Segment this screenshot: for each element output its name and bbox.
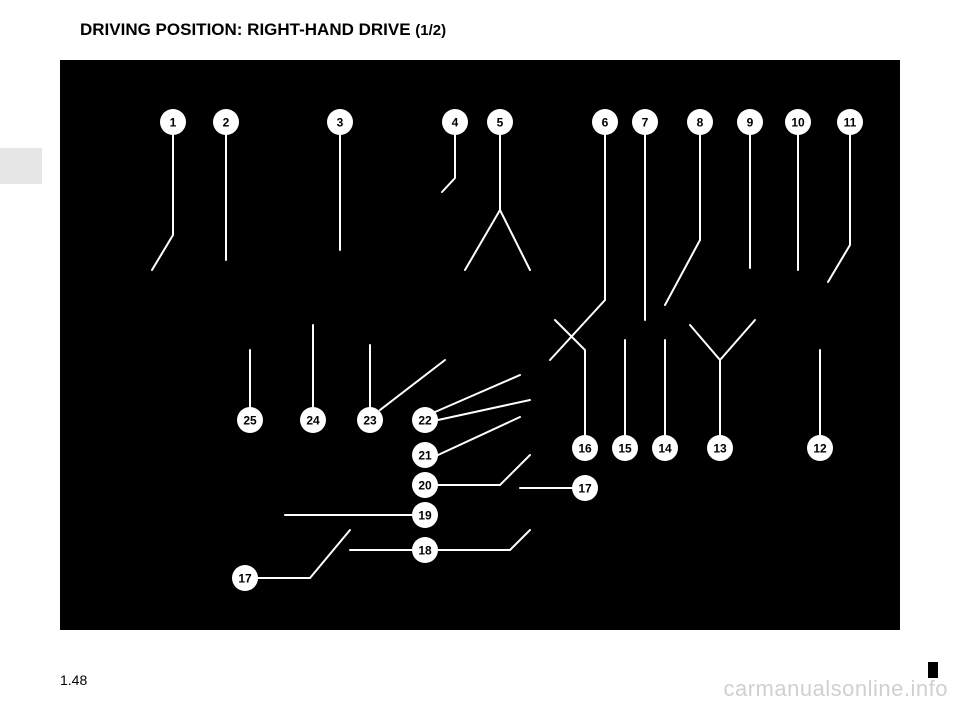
callout-line: [380, 360, 445, 410]
callout-number: 5: [497, 116, 504, 130]
watermark: carmanualsonline.info: [723, 676, 948, 702]
callout-number: 2: [223, 116, 230, 130]
page-number: 1.48: [60, 672, 87, 688]
callout-number: 15: [618, 442, 632, 456]
callout-number: 7: [642, 116, 649, 130]
callout-line: [465, 134, 500, 270]
callout-number: 23: [363, 414, 377, 428]
callout-number: 11: [844, 116, 857, 130]
callout-line: [435, 375, 520, 412]
callout-line: [442, 134, 455, 192]
callout-number: 21: [418, 449, 432, 463]
callout-number: 6: [602, 116, 609, 130]
callout-number: 8: [697, 116, 704, 130]
page: DRIVING POSITION: RIGHT-HAND DRIVE (1/2)…: [0, 0, 960, 710]
callout-number: 13: [713, 442, 727, 456]
callout-number: 17: [238, 572, 252, 586]
callout-number: 14: [658, 442, 672, 456]
callout-number: 12: [813, 442, 827, 456]
callout-line: [550, 134, 605, 360]
callout-number: 1: [170, 116, 177, 130]
title-main: DRIVING POSITION: RIGHT-HAND DRIVE: [80, 20, 415, 39]
callout-number: 18: [418, 544, 432, 558]
callout-line: [152, 134, 173, 270]
callout-line: [500, 210, 530, 270]
callout-number: 17: [578, 482, 592, 496]
callout-line: [438, 530, 530, 550]
callout-number: 22: [418, 414, 432, 428]
callout-number: 9: [747, 116, 754, 130]
callout-line: [690, 325, 720, 435]
callout-line: [438, 455, 530, 485]
section-tab: [0, 148, 42, 184]
callout-number: 10: [791, 116, 805, 130]
callout-line: [828, 134, 850, 282]
callout-number: 24: [306, 414, 320, 428]
callout-line: [438, 417, 520, 455]
callout-number: 20: [418, 479, 432, 493]
callout-number: 25: [243, 414, 257, 428]
dashboard-diagram: 1234567891011121314151617181920212223242…: [60, 60, 900, 630]
callout-number: 16: [578, 442, 592, 456]
callout-number: 19: [418, 509, 432, 523]
callout-number: 4: [452, 116, 459, 130]
callout-line: [665, 134, 700, 305]
callout-number: 3: [337, 116, 344, 130]
page-title: DRIVING POSITION: RIGHT-HAND DRIVE (1/2): [80, 20, 446, 40]
callout-line: [438, 400, 530, 420]
callout-line: [720, 320, 755, 360]
callout-line: [258, 530, 350, 578]
diagram-svg: 1234567891011121314151617181920212223242…: [60, 60, 900, 630]
title-sub: (1/2): [415, 22, 446, 39]
